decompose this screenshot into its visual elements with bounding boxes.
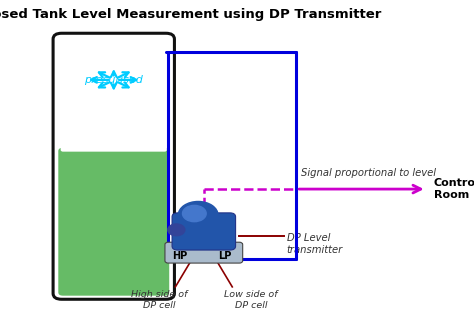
Circle shape <box>168 224 185 236</box>
Text: presurised: presurised <box>84 75 143 85</box>
Text: High side of
DP cell: High side of DP cell <box>130 290 187 310</box>
Text: Closed Tank Level Measurement using DP Transmitter: Closed Tank Level Measurement using DP T… <box>0 8 382 21</box>
Circle shape <box>178 201 218 229</box>
FancyBboxPatch shape <box>172 213 236 250</box>
FancyBboxPatch shape <box>165 242 243 263</box>
Text: LP: LP <box>219 251 232 261</box>
Text: Signal proportional to level: Signal proportional to level <box>301 168 436 178</box>
FancyBboxPatch shape <box>58 148 169 296</box>
FancyBboxPatch shape <box>53 33 174 299</box>
Circle shape <box>182 205 206 222</box>
Text: Low side of
DP cell: Low side of DP cell <box>224 290 278 310</box>
Text: DP Level
transmitter: DP Level transmitter <box>287 233 343 255</box>
Text: HP: HP <box>173 251 188 261</box>
FancyBboxPatch shape <box>61 38 167 152</box>
Text: Control
Room: Control Room <box>434 178 474 200</box>
